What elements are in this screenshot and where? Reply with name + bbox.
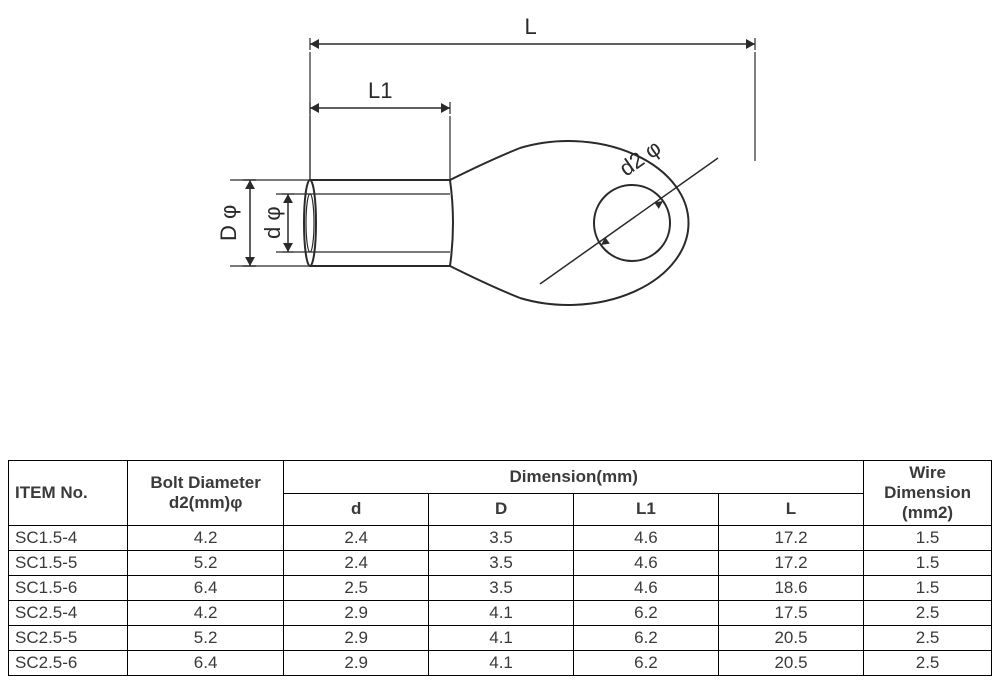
cell-D: 4.1 [429, 651, 574, 676]
cell-L1: 4.6 [574, 576, 719, 601]
svg-text:D φ: D φ [216, 205, 241, 241]
col-wire: Wire Dimension (mm2) [864, 461, 992, 526]
svg-text:L: L [525, 14, 537, 39]
cell-wire: 2.5 [864, 601, 992, 626]
cell-L1: 4.6 [574, 526, 719, 551]
cell-D: 3.5 [429, 551, 574, 576]
cell-wire: 1.5 [864, 526, 992, 551]
cell-d: 2.9 [284, 626, 429, 651]
cell-D: 4.1 [429, 601, 574, 626]
table-row: SC2.5-44.22.94.16.217.52.5 [9, 601, 992, 626]
cell-L1: 6.2 [574, 601, 719, 626]
dimension-table-container: ITEM No. Bolt Diameter d2(mm)φ Dimension… [8, 460, 992, 676]
cell-L1: 4.6 [574, 551, 719, 576]
table-row: SC1.5-55.22.43.54.617.21.5 [9, 551, 992, 576]
cell-L: 18.6 [718, 576, 863, 601]
cell-D: 4.1 [429, 626, 574, 651]
lug-diagram: L L1 D φ d φ d2 φ [0, 0, 1000, 420]
col-d: d [284, 493, 429, 526]
cell-D: 3.5 [429, 526, 574, 551]
cell-wire: 1.5 [864, 576, 992, 601]
cell-L: 17.2 [718, 551, 863, 576]
cell-item: SC1.5-4 [9, 526, 128, 551]
col-dim-group: Dimension(mm) [284, 461, 864, 494]
cell-bolt: 5.2 [127, 626, 283, 651]
technical-drawing: L L1 D φ d φ d2 φ [0, 0, 1000, 420]
cell-bolt: 4.2 [127, 526, 283, 551]
cell-d: 2.9 [284, 651, 429, 676]
cell-L: 17.2 [718, 526, 863, 551]
cell-d: 2.4 [284, 526, 429, 551]
cell-item: SC2.5-4 [9, 601, 128, 626]
dimension-table: ITEM No. Bolt Diameter d2(mm)φ Dimension… [8, 460, 992, 676]
cell-wire: 2.5 [864, 651, 992, 676]
svg-text:L1: L1 [368, 78, 392, 103]
cell-L: 17.5 [718, 601, 863, 626]
cell-L1: 6.2 [574, 626, 719, 651]
cell-item: SC2.5-6 [9, 651, 128, 676]
cell-bolt: 5.2 [127, 551, 283, 576]
col-bolt: Bolt Diameter d2(mm)φ [127, 461, 283, 526]
cell-item: SC1.5-5 [9, 551, 128, 576]
col-L1: L1 [574, 493, 719, 526]
table-body: SC1.5-44.22.43.54.617.21.5SC1.5-55.22.43… [9, 526, 992, 676]
cell-wire: 2.5 [864, 626, 992, 651]
svg-text:d φ: d φ [260, 206, 285, 239]
cell-L1: 6.2 [574, 651, 719, 676]
cell-d: 2.5 [284, 576, 429, 601]
cell-item: SC1.5-6 [9, 576, 128, 601]
cell-D: 3.5 [429, 576, 574, 601]
cell-bolt: 6.4 [127, 576, 283, 601]
cell-bolt: 6.4 [127, 651, 283, 676]
table-row: SC2.5-66.42.94.16.220.52.5 [9, 651, 992, 676]
table-row: SC1.5-66.42.53.54.618.61.5 [9, 576, 992, 601]
col-item: ITEM No. [9, 461, 128, 526]
col-D: D [429, 493, 574, 526]
svg-text:d2 φ: d2 φ [615, 135, 666, 181]
cell-d: 2.4 [284, 551, 429, 576]
cell-d: 2.9 [284, 601, 429, 626]
cell-L: 20.5 [718, 651, 863, 676]
cell-bolt: 4.2 [127, 601, 283, 626]
cell-L: 20.5 [718, 626, 863, 651]
cell-wire: 1.5 [864, 551, 992, 576]
table-row: SC2.5-55.22.94.16.220.52.5 [9, 626, 992, 651]
table-row: SC1.5-44.22.43.54.617.21.5 [9, 526, 992, 551]
col-L: L [718, 493, 863, 526]
cell-item: SC2.5-5 [9, 626, 128, 651]
